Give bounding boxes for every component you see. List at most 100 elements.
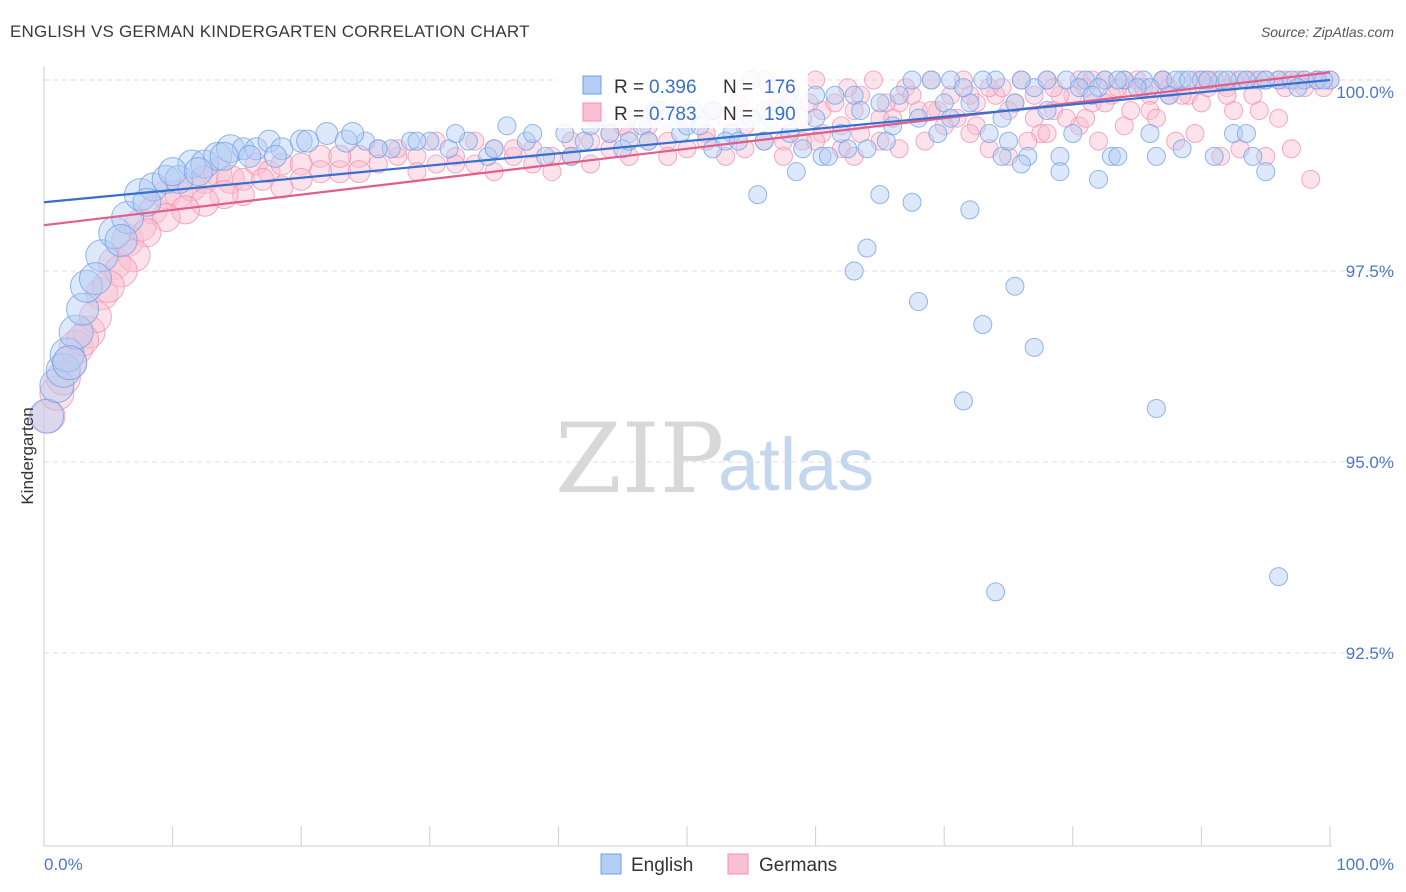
english-point-148 [183, 157, 213, 187]
english-point-132 [908, 292, 928, 312]
english-point-166 [851, 101, 871, 121]
stats-legend: R = 0.396 N = 176 R = 0.783 N = 190 [553, 70, 808, 128]
germans-point-162 [190, 187, 220, 217]
english-point-153 [341, 121, 365, 145]
germans-r-value: 0.783 [649, 104, 697, 125]
y-tick-label-1: 95.0% [1346, 453, 1394, 472]
english-point-107 [928, 123, 948, 143]
english-point-141 [1236, 123, 1256, 143]
legend-germans-label: Germans [759, 855, 837, 876]
germans-point-186 [992, 78, 1012, 98]
source-label: Source: ZipAtlas.com [1260, 24, 1394, 40]
english-point-124 [1089, 169, 1109, 189]
germans-point-180 [825, 93, 845, 113]
watermark-atlas: atlas [718, 423, 874, 506]
english-point-33 [516, 131, 536, 151]
english-point-136 [953, 391, 973, 411]
english-point-165 [806, 108, 826, 128]
english-point-115 [748, 185, 768, 205]
english-point-138 [1269, 567, 1289, 587]
english-point-92 [1198, 70, 1218, 90]
english-point-154 [368, 139, 388, 159]
english-point-120 [960, 200, 980, 220]
english-point-123 [1050, 162, 1070, 182]
germans-point-25 [388, 146, 408, 166]
germans-point-117 [1076, 108, 1096, 128]
english-point-34 [536, 146, 556, 166]
english-point-143 [52, 345, 88, 381]
germans-point-18 [257, 160, 281, 184]
english-r-value: 0.396 [649, 77, 697, 98]
english-point-119 [902, 192, 922, 212]
english-point-51 [870, 93, 890, 113]
english-point-130 [857, 238, 877, 258]
germans-point-115 [1121, 101, 1141, 121]
english-point-109 [1018, 146, 1038, 166]
y-axis-title: Kindergarten [18, 407, 37, 504]
english-point-117 [818, 146, 838, 166]
germans-point-159 [251, 167, 275, 191]
germans-point-156 [308, 160, 332, 184]
english-point-20 [257, 129, 281, 153]
english-point-112 [1146, 146, 1166, 166]
english-point-104 [793, 139, 813, 159]
germans-point-99 [1089, 131, 1109, 151]
germans-point-148 [465, 131, 485, 151]
english-point-17 [215, 134, 245, 164]
germans-point-109 [1269, 108, 1289, 128]
english-point-83 [953, 78, 973, 98]
germans-point-15 [215, 164, 245, 194]
grid [44, 79, 1394, 654]
english-point-155 [407, 131, 427, 151]
germans-point-123 [960, 123, 980, 143]
english-point-149 [209, 141, 239, 171]
english-point-80 [902, 70, 922, 90]
english-point-88 [1108, 70, 1128, 90]
germans-point-101 [1140, 101, 1160, 121]
english-point-137 [986, 582, 1006, 602]
english-point-142 [1243, 146, 1263, 166]
english-point-81 [921, 70, 941, 90]
english-point-77 [812, 146, 832, 166]
english-point-144 [78, 262, 112, 296]
germans-point-120 [1018, 131, 1038, 151]
germans-point-142 [581, 154, 601, 174]
english-r-label: R = [614, 77, 644, 98]
english-point-12 [151, 164, 181, 194]
y-tick-labels: 92.5% 95.0% 97.5% 100.0% [1336, 83, 1394, 663]
germans-point-161 [209, 180, 239, 210]
germans-n-value: 190 [764, 104, 796, 125]
english-point-87 [1089, 78, 1109, 98]
germans-trend-line [43, 71, 1331, 227]
germans-point-56 [986, 85, 1006, 105]
germans-point-155 [328, 144, 352, 168]
english-trend-line [43, 78, 1331, 204]
english-point-24 [334, 129, 358, 153]
germans-point-203 [960, 85, 980, 105]
english-point-158 [523, 123, 543, 143]
germans-point-185 [966, 93, 986, 113]
english-point-105 [838, 139, 858, 159]
english-point-125 [999, 131, 1018, 151]
germans-point-108 [1301, 169, 1321, 189]
english-point-174 [1288, 78, 1308, 98]
english-point-118 [870, 185, 890, 205]
germans-r-label: R = [614, 104, 644, 125]
english-point-13 [164, 164, 194, 194]
english-point-23 [315, 121, 339, 145]
germans-point-132 [773, 146, 793, 166]
english-point-4 [58, 314, 94, 350]
english-point-128 [1140, 123, 1160, 143]
english-point-129 [1172, 139, 1192, 159]
english-point-152 [296, 129, 320, 153]
germans-n-label: N = [723, 104, 753, 125]
english-point-147 [158, 157, 188, 187]
english-point-27 [401, 131, 421, 151]
english-point-2 [45, 352, 81, 388]
y-tick-label-3: 100.0% [1336, 83, 1394, 102]
english-point-22 [289, 129, 313, 153]
english-point-172 [1127, 78, 1147, 98]
germans-point-187 [1024, 85, 1044, 105]
english-point-5 [66, 292, 100, 326]
english-point-135 [1024, 337, 1044, 357]
